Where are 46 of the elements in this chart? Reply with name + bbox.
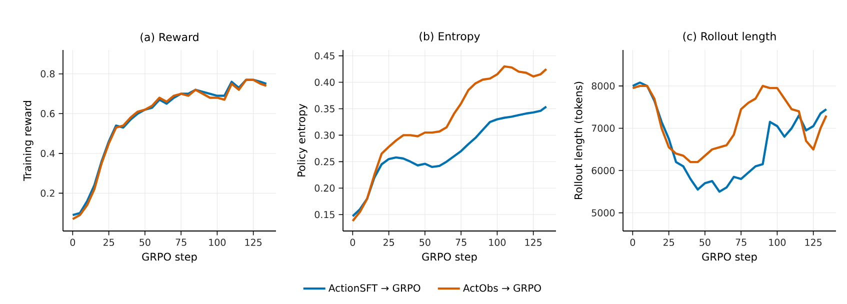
y-axis-title: Policy entropy	[297, 104, 308, 176]
x-tick-label: 0	[350, 238, 356, 246]
line-series	[352, 106, 548, 218]
x-tick-label: 25	[663, 238, 674, 246]
chart-title: (a) Reward	[140, 32, 198, 42]
x-tick-label: 0	[70, 238, 76, 246]
y-axis-title: Training reward	[23, 101, 34, 181]
y-axis-title: Rollout length (tokens)	[574, 82, 584, 199]
x-tick-label: 50	[420, 238, 430, 246]
x-tick-label: 50	[140, 238, 150, 246]
x-axis-title: GRPO step	[142, 252, 197, 263]
y-tick-label: 0.6	[40, 110, 55, 118]
y-tick-label: 0.2	[40, 190, 54, 197]
x-tick-label: 125	[525, 238, 542, 246]
x-tick-label: 25	[103, 238, 114, 246]
y-tick-label: 8000	[592, 82, 615, 90]
x-tick-label: 125	[245, 238, 262, 246]
y-tick-label: 5000	[592, 209, 615, 216]
x-axis-title: GRPO step	[422, 252, 477, 263]
x-tick-label: 50	[700, 238, 710, 246]
x-tick-label: 25	[383, 238, 394, 246]
chart-title: (b) Entropy	[420, 32, 480, 43]
y-tick-label: 0.25	[314, 158, 334, 166]
y-tick-label: 0.45	[314, 52, 334, 60]
y-tick-label: 7000	[592, 124, 615, 132]
x-tick-label: 75	[736, 238, 746, 246]
legend-label: ActObs → GRPO	[463, 284, 541, 292]
y-tick-label: 0.35	[314, 105, 334, 112]
chart-title: (c) Rollout length	[683, 32, 776, 42]
x-tick-label: 75	[176, 238, 186, 246]
x-tick-label: 0	[630, 238, 636, 246]
y-tick-label: 0.40	[314, 78, 335, 86]
y-tick-label: 0.15	[314, 211, 334, 218]
x-tick-label: 75	[456, 238, 466, 246]
y-tick-label: 6000	[592, 166, 615, 174]
y-tick-label: 0.30	[314, 132, 335, 139]
x-tick-label: 100	[769, 238, 786, 246]
x-axis-title: GRPO step	[702, 252, 757, 263]
x-tick-label: 100	[489, 238, 506, 246]
line-series	[352, 65, 548, 222]
y-tick-label: 0.20	[314, 184, 335, 192]
x-tick-label: 100	[209, 238, 226, 246]
y-tick-label: 0.8	[40, 70, 55, 78]
y-tick-label: 0.4	[40, 150, 55, 158]
x-tick-label: 125	[805, 238, 822, 246]
legend-label: ActionSFT → GRPO	[328, 284, 420, 292]
